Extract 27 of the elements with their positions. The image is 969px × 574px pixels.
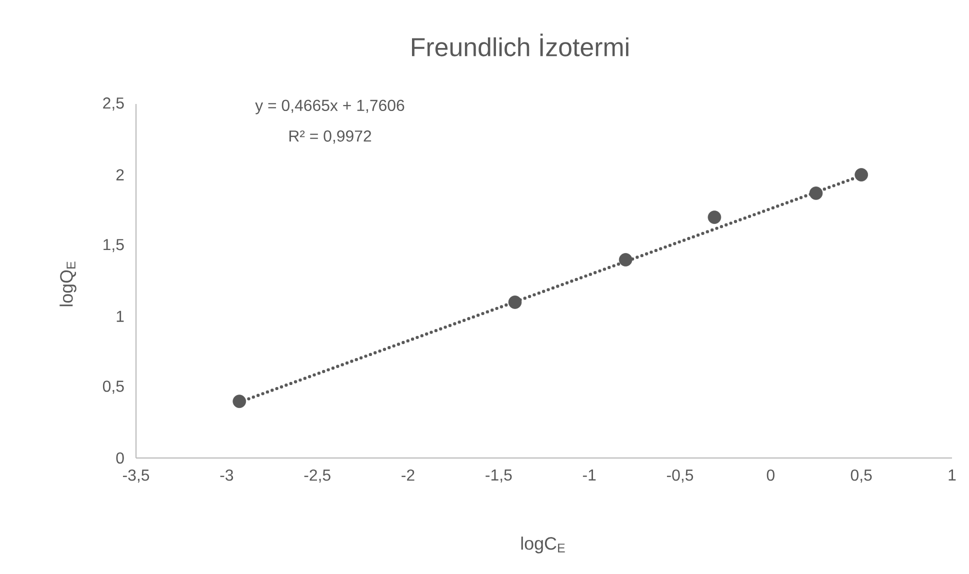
point [708, 210, 722, 224]
y-tick-label: 1 [116, 310, 124, 322]
y-axis-title: logQ$_{E}$ [60, 262, 76, 306]
x-tick-label: -1 [582, 470, 596, 480]
y-tick-label: 2,5 [103, 97, 124, 111]
point [809, 186, 823, 200]
x-axis-title: logC$_{E}$ [521, 536, 565, 554]
y-tick-label: 2 [116, 169, 124, 180]
y-tick-label: 1,5 [104, 239, 124, 252]
x-tick-label: -2,5 [304, 470, 330, 483]
annotation: R² = 0,9972 [289, 130, 372, 144]
x-tick-label: 0 [766, 470, 774, 481]
y-tick-label: 0,5 [102, 380, 124, 394]
y-tick-label: 0 [116, 452, 124, 464]
x-tick-label: 1 [948, 470, 956, 480]
x-tick-label: -3 [220, 470, 234, 481]
x-tick-label: -0,5 [666, 470, 694, 483]
x-tick-label: 0,5 [850, 470, 872, 483]
x-tick-label: -2 [402, 470, 414, 481]
point [232, 394, 246, 408]
chart-title: Freundlich İzotermi [412, 34, 628, 56]
x-tick-label: -1,5 [486, 470, 512, 483]
x-tick-label: -3,5 [122, 470, 150, 483]
point [508, 296, 522, 309]
point [618, 253, 632, 266]
point [854, 168, 868, 182]
annotation: y = 0,4665x + 1,7606 [255, 100, 404, 114]
